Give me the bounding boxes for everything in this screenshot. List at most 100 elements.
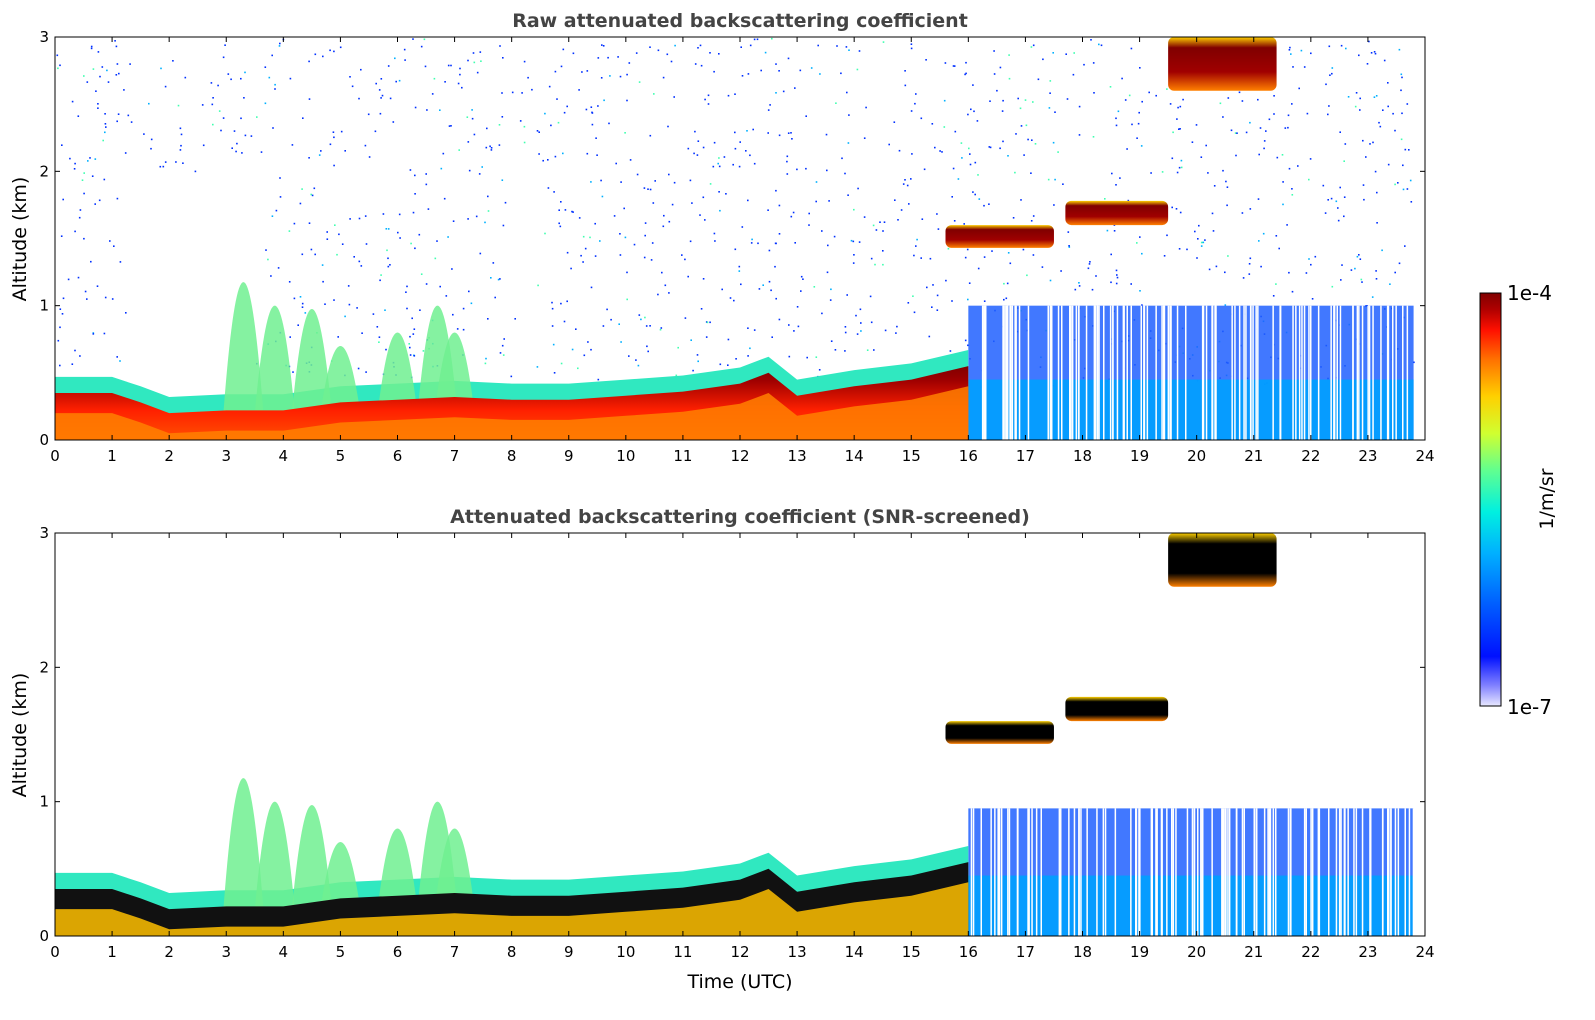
noise-speck [734,93,736,95]
noise-speck [320,150,322,152]
noise-speck [1375,278,1378,280]
noise-speck [123,89,125,91]
noise-speck [645,325,648,327]
noise-speck [845,46,848,48]
noise-speck [201,104,204,106]
noise-speck [1288,271,1290,274]
x-tick-label: 0 [50,447,60,465]
data-gap-stripe [1018,305,1021,440]
noise-speck [271,54,273,57]
noise-speck [279,177,281,179]
noise-speck [1197,238,1199,240]
x-tick-label: 7 [450,447,460,465]
noise-speck [164,161,167,163]
noise-speck [916,238,918,241]
noise-speck [597,105,599,107]
noise-speck [649,134,652,137]
noise-speck [551,307,554,310]
noise-speck [116,356,118,358]
noise-speck [1363,198,1365,201]
data-gap-stripe [1080,808,1082,936]
noise-speck [344,150,346,152]
noise-speck [1078,105,1081,108]
noise-speck [749,347,751,350]
x-tick-label: 23 [1358,447,1377,465]
noise-speck [606,308,608,311]
noise-speck [788,355,791,358]
data-gap-stripe [1202,808,1204,936]
noise-speck [1297,165,1299,167]
noise-speck [552,343,555,346]
data-gap-stripe [1191,808,1194,936]
noise-speck [425,183,428,186]
x-tick-label: 22 [1301,943,1320,961]
data-gap-stripe [1122,305,1125,440]
noise-speck [1119,177,1121,179]
noise-speck [1093,92,1095,94]
noise-speck [1290,53,1292,55]
noise-speck [523,125,526,128]
noise-speck [844,172,846,175]
data-gap-stripe [1358,305,1360,440]
noise-speck [243,97,245,99]
noise-speck [289,77,292,80]
noise-speck [69,157,71,160]
noise-speck [786,155,789,158]
noise-speck [159,165,162,168]
noise-speck [702,196,705,199]
noise-speck [412,333,415,335]
noise-speck [337,336,339,338]
noise-speck [897,219,899,221]
data-gap-stripe [1228,808,1231,936]
data-gap-stripe [1235,808,1238,936]
data-gap-stripe [1151,808,1153,936]
noise-speck [923,168,926,171]
noise-speck [1249,257,1252,260]
noise-speck [344,315,346,318]
noise-speck [182,162,184,164]
noise-speck [753,38,756,41]
data-gap-stripe [1126,305,1128,440]
noise-speck [1022,248,1025,251]
noise-speck [299,202,302,205]
noise-speck [908,203,910,205]
noise-speck [649,188,652,191]
noise-speck [386,249,388,252]
noise-speck [1413,361,1415,364]
noise-speck [953,220,956,222]
noise-speck [1213,185,1216,187]
noise-speck [1176,171,1179,174]
data-gap-stripe [1172,808,1175,936]
noise-speck [292,371,294,373]
noise-speck [502,354,505,356]
noise-speck [79,209,82,211]
noise-speck [603,99,605,102]
noise-speck [1130,283,1132,285]
noise-speck [863,216,866,218]
noise-speck [580,254,582,257]
noise-speck [551,301,553,304]
noise-speck [875,229,878,231]
noise-speck [558,222,560,225]
noise-speck [747,327,749,329]
noise-speck [847,142,850,144]
noise-speck [883,221,886,223]
noise-speck [647,188,649,190]
noise-speck [1054,111,1056,113]
noise-speck [544,232,546,235]
noise-speck [808,224,810,226]
noise-speck [1359,258,1362,260]
noise-speck [376,326,379,328]
noise-speck [1236,132,1238,134]
data-gap-stripe [1002,305,1004,440]
data-gap-stripe [1227,808,1229,936]
noise-speck [380,274,382,276]
noise-speck [705,336,708,338]
noise-speck [113,245,115,247]
noise-speck [735,358,737,360]
noise-speck [870,321,873,324]
noise-speck [536,366,539,368]
noise-speck [1397,182,1399,184]
noise-speck [983,204,985,207]
panel-raw-ylabel: Altitude (km) [9,177,31,302]
